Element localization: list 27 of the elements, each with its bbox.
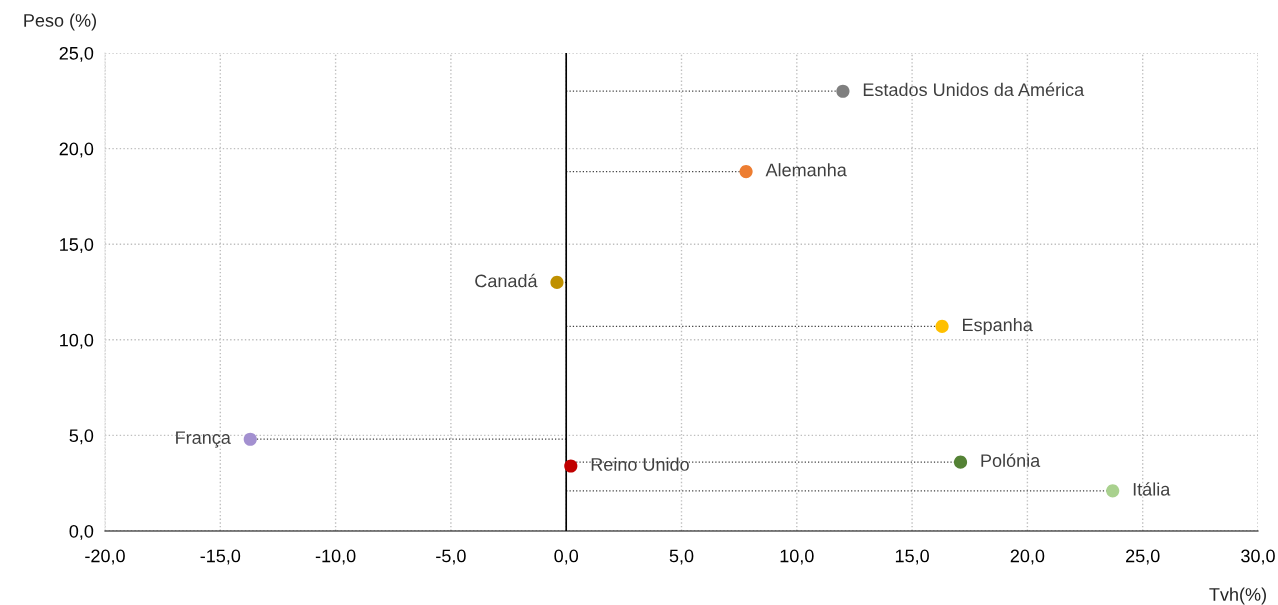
y-tick-label: 20,0 xyxy=(59,142,94,158)
y-tick-label: 5,0 xyxy=(69,429,94,445)
series-label: Estados Unidos da América xyxy=(863,82,1085,97)
x-tick-label: -10,0 xyxy=(315,549,356,565)
series-label: Alemanha xyxy=(765,163,847,177)
y-tick-label: 0,0 xyxy=(69,524,94,540)
x-tick-label: 10,0 xyxy=(780,549,814,565)
x-tick-label: -15,0 xyxy=(200,549,241,565)
x-tick-label: 5,0 xyxy=(669,549,694,565)
series-label: França xyxy=(176,431,231,448)
x-axis-title: Tvh(%) xyxy=(1209,587,1266,605)
x-tick-label: 20,0 xyxy=(1010,549,1045,565)
x-tick-label: 30,0 xyxy=(1241,549,1275,565)
x-tick-label: 25,0 xyxy=(1126,549,1160,565)
y-tick-label: 10,0 xyxy=(60,333,94,349)
y-tick-label: 25,0 xyxy=(59,46,94,62)
x-tick-label: -20,0 xyxy=(85,549,125,565)
x-tick-label: 15,0 xyxy=(895,549,929,565)
x-tick-label: -5,0 xyxy=(436,549,466,565)
series-label: Canadá xyxy=(475,273,538,288)
y-axis-title: Peso (%) xyxy=(24,13,97,31)
series-label: Itália xyxy=(1133,482,1171,496)
series-label: Polónia xyxy=(981,453,1041,468)
y-tick-label: 15,0 xyxy=(60,238,94,254)
series-label: Espanha xyxy=(963,318,1033,335)
series-label: Reino Unido xyxy=(591,457,689,471)
x-tick-label: 0,0 xyxy=(554,549,579,565)
